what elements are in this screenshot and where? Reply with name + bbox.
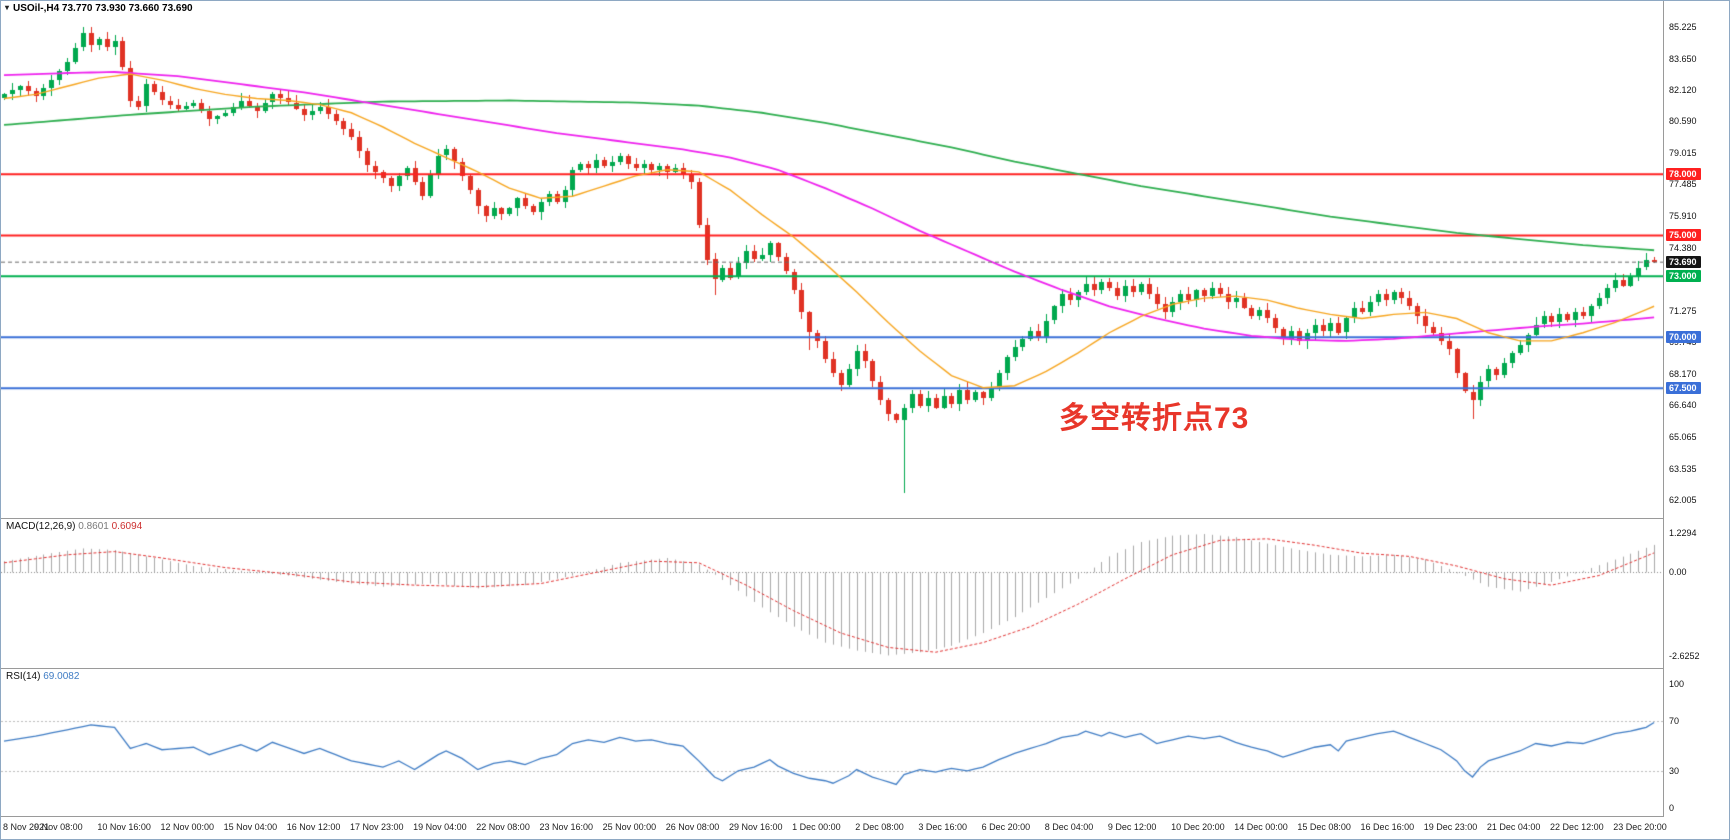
date-tick-label: 3 Dec 16:00 (918, 822, 967, 832)
rsi-value: 69.0082 (43, 671, 80, 682)
rsi-name: RSI(14) (6, 671, 41, 682)
chart-title: USOil-,H4 73.770 73.930 73.660 73.690 (13, 2, 193, 14)
price-tick: 63.535 (1669, 463, 1697, 474)
date-axis[interactable]: 8 Nov 2021 9 Nov 08:00 10 Nov 16:00 12 Nov … (1, 817, 1729, 839)
main-price-pane[interactable]: 多空转折点73 (1, 15, 1663, 519)
date-tick-label: 14 Dec 00:00 (1234, 822, 1288, 832)
date-tick-label: 8 Nov 2021 (3, 822, 50, 832)
price-badge: 67.500 (1666, 381, 1701, 394)
date-tick-label: 10 Nov 16:00 (97, 822, 151, 832)
price-tick: 82.120 (1669, 84, 1697, 95)
price-badge: 78.000 (1666, 167, 1701, 180)
date-tick-label: 1 Dec 00:00 (792, 822, 841, 832)
price-tick: 68.170 (1669, 369, 1697, 380)
date-tick-label: 26 Nov 08:00 (665, 822, 720, 832)
date-tick-label: 16 Nov 12:00 (286, 822, 341, 832)
macd-scale-label: 1.2294 (1669, 528, 1697, 539)
date-tick-label: 6 Dec 20:00 (981, 822, 1031, 832)
pane-separator[interactable] (1, 668, 1729, 669)
price-badge: 73.690 (1666, 255, 1701, 268)
date-tick-label: 2 Dec 08:00 (855, 822, 904, 832)
date-tick-label: 16 Dec 16:00 (1360, 822, 1415, 832)
price-badge: 75.000 (1666, 228, 1701, 241)
price-tick: 83.650 (1669, 53, 1697, 64)
date-tick-label: 22 Nov 08:00 (476, 822, 530, 832)
rsi-scale-label: 30 (1669, 765, 1680, 776)
date-tick-label: 22 Dec 12:00 (1550, 822, 1604, 832)
price-tick: 62.005 (1669, 494, 1697, 505)
macd-value-signal: 0.6094 (111, 521, 143, 532)
date-tick-label: 19 Dec 23:00 (1423, 822, 1478, 832)
pane-separator[interactable] (1, 518, 1729, 519)
date-tick-label: 9 Nov 08:00 (34, 822, 83, 832)
price-tick: 79.015 (1669, 148, 1697, 159)
macd-indicator-label: MACD(12,26,9) 0.8601 0.6094 (6, 521, 142, 532)
rsi-scale-label: 70 (1669, 716, 1680, 727)
rsi-scale-label: 100 (1669, 678, 1685, 689)
pane-separator (1, 816, 1729, 817)
date-tick-label: 15 Nov 04:00 (223, 822, 278, 832)
date-tick-label: 29 Nov 16:00 (728, 822, 783, 832)
macd-scale-label: -2.6252 (1669, 651, 1700, 662)
date-tick-label: 9 Dec 12:00 (1107, 822, 1157, 832)
price-axis[interactable]: 85.225 83.650 82.120 80.590 79.015 77.485 75.9… (1664, 1, 1729, 817)
rsi-scale-label: 0 (1669, 803, 1675, 814)
price-tick: 66.640 (1669, 400, 1697, 411)
date-tick-label: 8 Dec 04:00 (1044, 822, 1094, 832)
price-tick: 65.065 (1669, 432, 1697, 443)
axis-border (1663, 1, 1664, 817)
price-tick: 77.485 (1669, 179, 1697, 190)
date-tick-label: 25 Nov 00:00 (602, 822, 657, 832)
date-tick-label: 19 Nov 04:00 (413, 822, 467, 832)
macd-scale-label: 0.00 (1669, 567, 1687, 578)
price-tick: 74.380 (1669, 242, 1697, 253)
chart-title-bar: ▾ USOil-,H4 73.770 73.930 73.660 73.690 (1, 1, 1729, 15)
price-tick: 75.910 (1669, 211, 1697, 222)
chart-window-icon: ▾ (5, 3, 10, 12)
date-tick-label: 12 Nov 00:00 (160, 822, 215, 832)
price-badge: 73.000 (1666, 269, 1701, 282)
price-badge: 70.000 (1666, 330, 1701, 343)
rsi-indicator-label: RSI(14) 69.0082 (6, 671, 79, 682)
date-tick-label: 10 Dec 20:00 (1171, 822, 1225, 832)
date-tick-label: 15 Dec 08:00 (1297, 822, 1351, 832)
date-tick-label: 21 Dec 04:00 (1486, 822, 1541, 832)
price-tick: 71.275 (1669, 305, 1697, 316)
price-tick: 85.225 (1669, 21, 1697, 32)
date-tick-label: 17 Nov 23:00 (349, 822, 404, 832)
macd-name: MACD(12,26,9) (6, 521, 76, 532)
price-tick: 80.590 (1669, 116, 1697, 127)
date-tick-label: 23 Nov 16:00 (539, 822, 593, 832)
chart-annotation-text[interactable]: 多空转折点73 (1059, 402, 1250, 435)
date-tick-label: 23 Dec 20:00 (1613, 822, 1667, 832)
macd-value-main: 0.8601 (78, 521, 109, 532)
